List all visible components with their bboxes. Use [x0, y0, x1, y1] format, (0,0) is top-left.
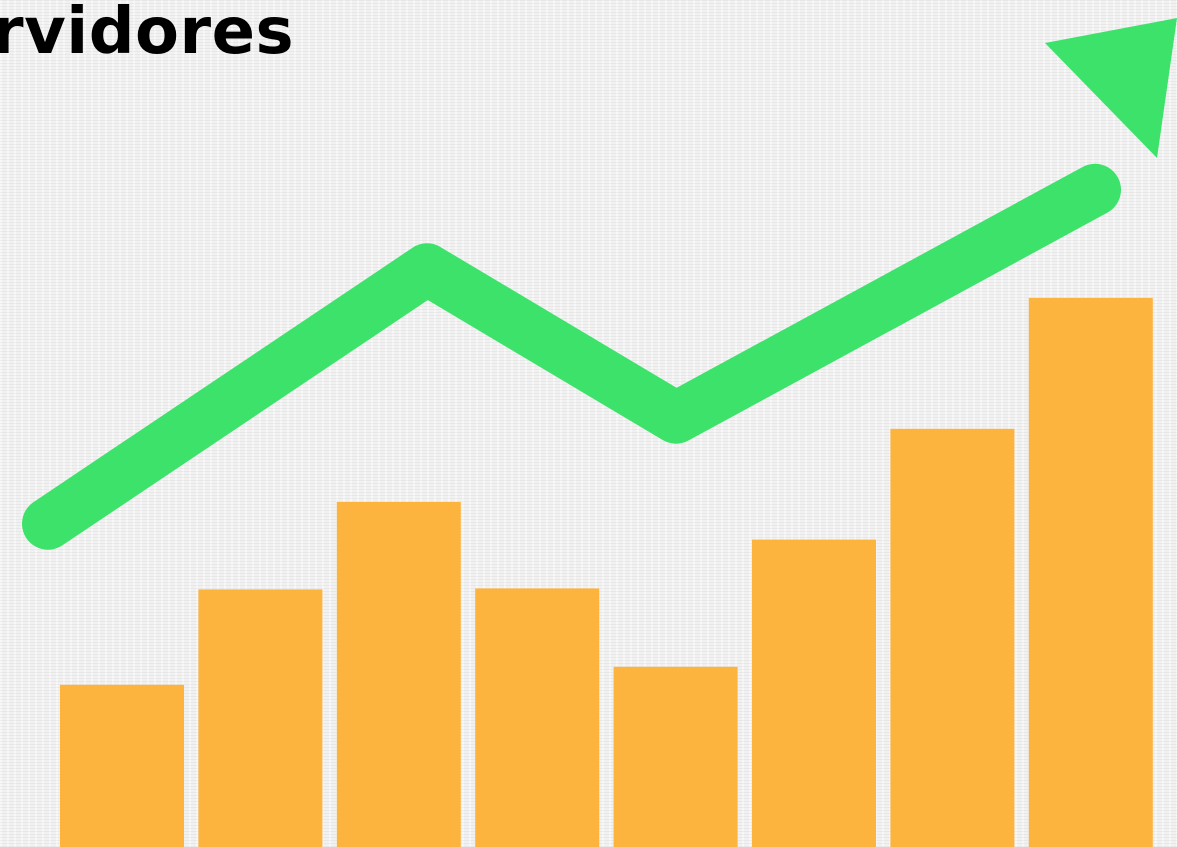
page-title: rvidores [0, 0, 295, 69]
bar-8 [1028, 297, 1153, 847]
bar-4 [475, 588, 600, 847]
trend-arrow [22, 18, 1177, 550]
bar-2 [198, 589, 323, 847]
bar-6 [752, 539, 876, 847]
trend-line [22, 163, 1121, 550]
bar-5 [613, 666, 738, 847]
bar-7 [890, 428, 1015, 847]
bar-3 [336, 502, 461, 847]
bar-1 [60, 684, 184, 847]
bars-group [60, 297, 1153, 847]
trend-arrowhead [1045, 18, 1177, 158]
